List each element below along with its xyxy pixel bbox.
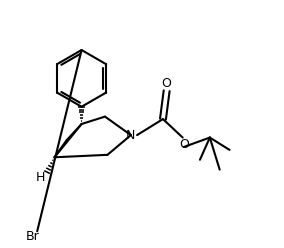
Text: O: O: [162, 77, 172, 90]
Text: N: N: [126, 129, 135, 142]
Text: O: O: [179, 138, 189, 151]
Text: H: H: [36, 171, 45, 184]
Text: Br: Br: [26, 230, 39, 243]
